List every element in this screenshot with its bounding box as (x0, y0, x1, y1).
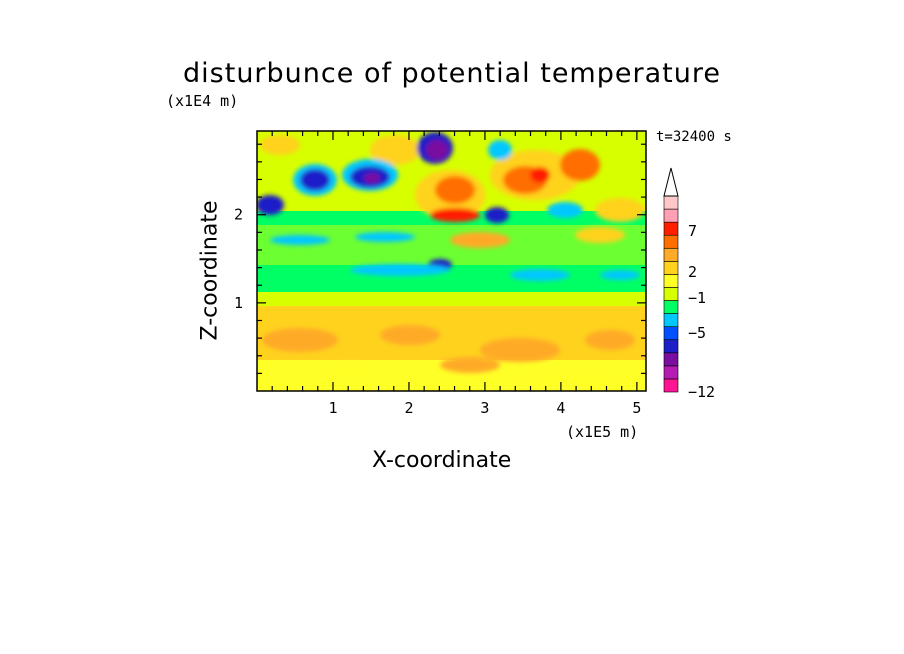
colorbar-extend-arrow (663, 167, 679, 197)
x-tick-label: 3 (480, 399, 489, 417)
field-blob (350, 264, 450, 276)
colorbar-swatch (663, 352, 679, 367)
field-blob (364, 173, 380, 183)
field-blob (595, 198, 645, 222)
field-blob (260, 135, 300, 155)
colorbar: 7 2 −1 −5 −12 (663, 167, 715, 401)
colorbar-label: −12 (688, 383, 715, 401)
x-tick-group: 1 2 3 4 5 (271, 131, 641, 417)
field-blob (560, 149, 600, 181)
colorbar-swatch (663, 234, 679, 249)
field-blob (430, 208, 480, 222)
colorbar-label: −1 (688, 289, 706, 307)
colorbar-label: 7 (688, 222, 697, 240)
colorbar-label: −5 (688, 324, 706, 342)
colorbar-swatch (663, 195, 679, 210)
x-tick-label: 4 (556, 399, 565, 417)
field-blob (485, 207, 509, 223)
field-blob (440, 357, 500, 373)
y-tick-label: 2 (234, 206, 243, 224)
field-blob (355, 232, 415, 242)
field-blob (257, 195, 284, 215)
field-layer (257, 292, 646, 306)
plot-field (257, 131, 646, 391)
field-blob (547, 202, 583, 218)
colorbar-swatch (663, 300, 679, 314)
field-blob (380, 325, 440, 345)
y-tick-group: 12 (234, 143, 646, 374)
x-tick-label: 5 (632, 399, 641, 417)
chart-title: disturbunce of potential temperature (183, 58, 721, 89)
colorbar-swatch (663, 339, 679, 354)
field-blob (450, 232, 510, 248)
colorbar-label: 2 (688, 263, 697, 281)
colorbar-swatch (663, 313, 679, 327)
x-axis-label: X-coordinate (372, 448, 512, 473)
x-tick-label: 2 (404, 399, 413, 417)
field-blob (435, 176, 475, 204)
y-axis-multiplier: (x1E4 m) (166, 92, 239, 110)
colorbar-swatch (663, 247, 679, 262)
field-blob (510, 269, 570, 281)
colorbar-swatch (663, 208, 679, 223)
field-blob (270, 235, 330, 245)
field-blob (426, 140, 448, 160)
colorbar-swatch (663, 378, 679, 393)
x-tick-label: 1 (328, 399, 337, 417)
field-blob (300, 169, 330, 191)
field-blob (262, 328, 338, 352)
field-blob (530, 167, 550, 183)
colorbar-swatch (663, 287, 679, 301)
colorbar-swatch (663, 274, 679, 288)
y-tick-label: 1 (234, 294, 243, 312)
colorbar-swatch (663, 326, 679, 341)
field-blob (575, 227, 625, 243)
colorbar-swatch (663, 221, 679, 236)
field-blob (370, 135, 420, 165)
field-blob (325, 362, 375, 378)
field-blob (585, 330, 635, 350)
time-label: t=32400 s (656, 129, 732, 145)
colorbar-swatch (663, 365, 679, 380)
colorbar-swatch (663, 261, 679, 275)
field-blob (480, 338, 560, 362)
field-blob (600, 270, 640, 280)
plot-frame (256, 130, 647, 392)
field-blob (488, 140, 512, 160)
x-axis-multiplier: (x1E5 m) (566, 423, 639, 441)
field-blob (520, 372, 630, 388)
